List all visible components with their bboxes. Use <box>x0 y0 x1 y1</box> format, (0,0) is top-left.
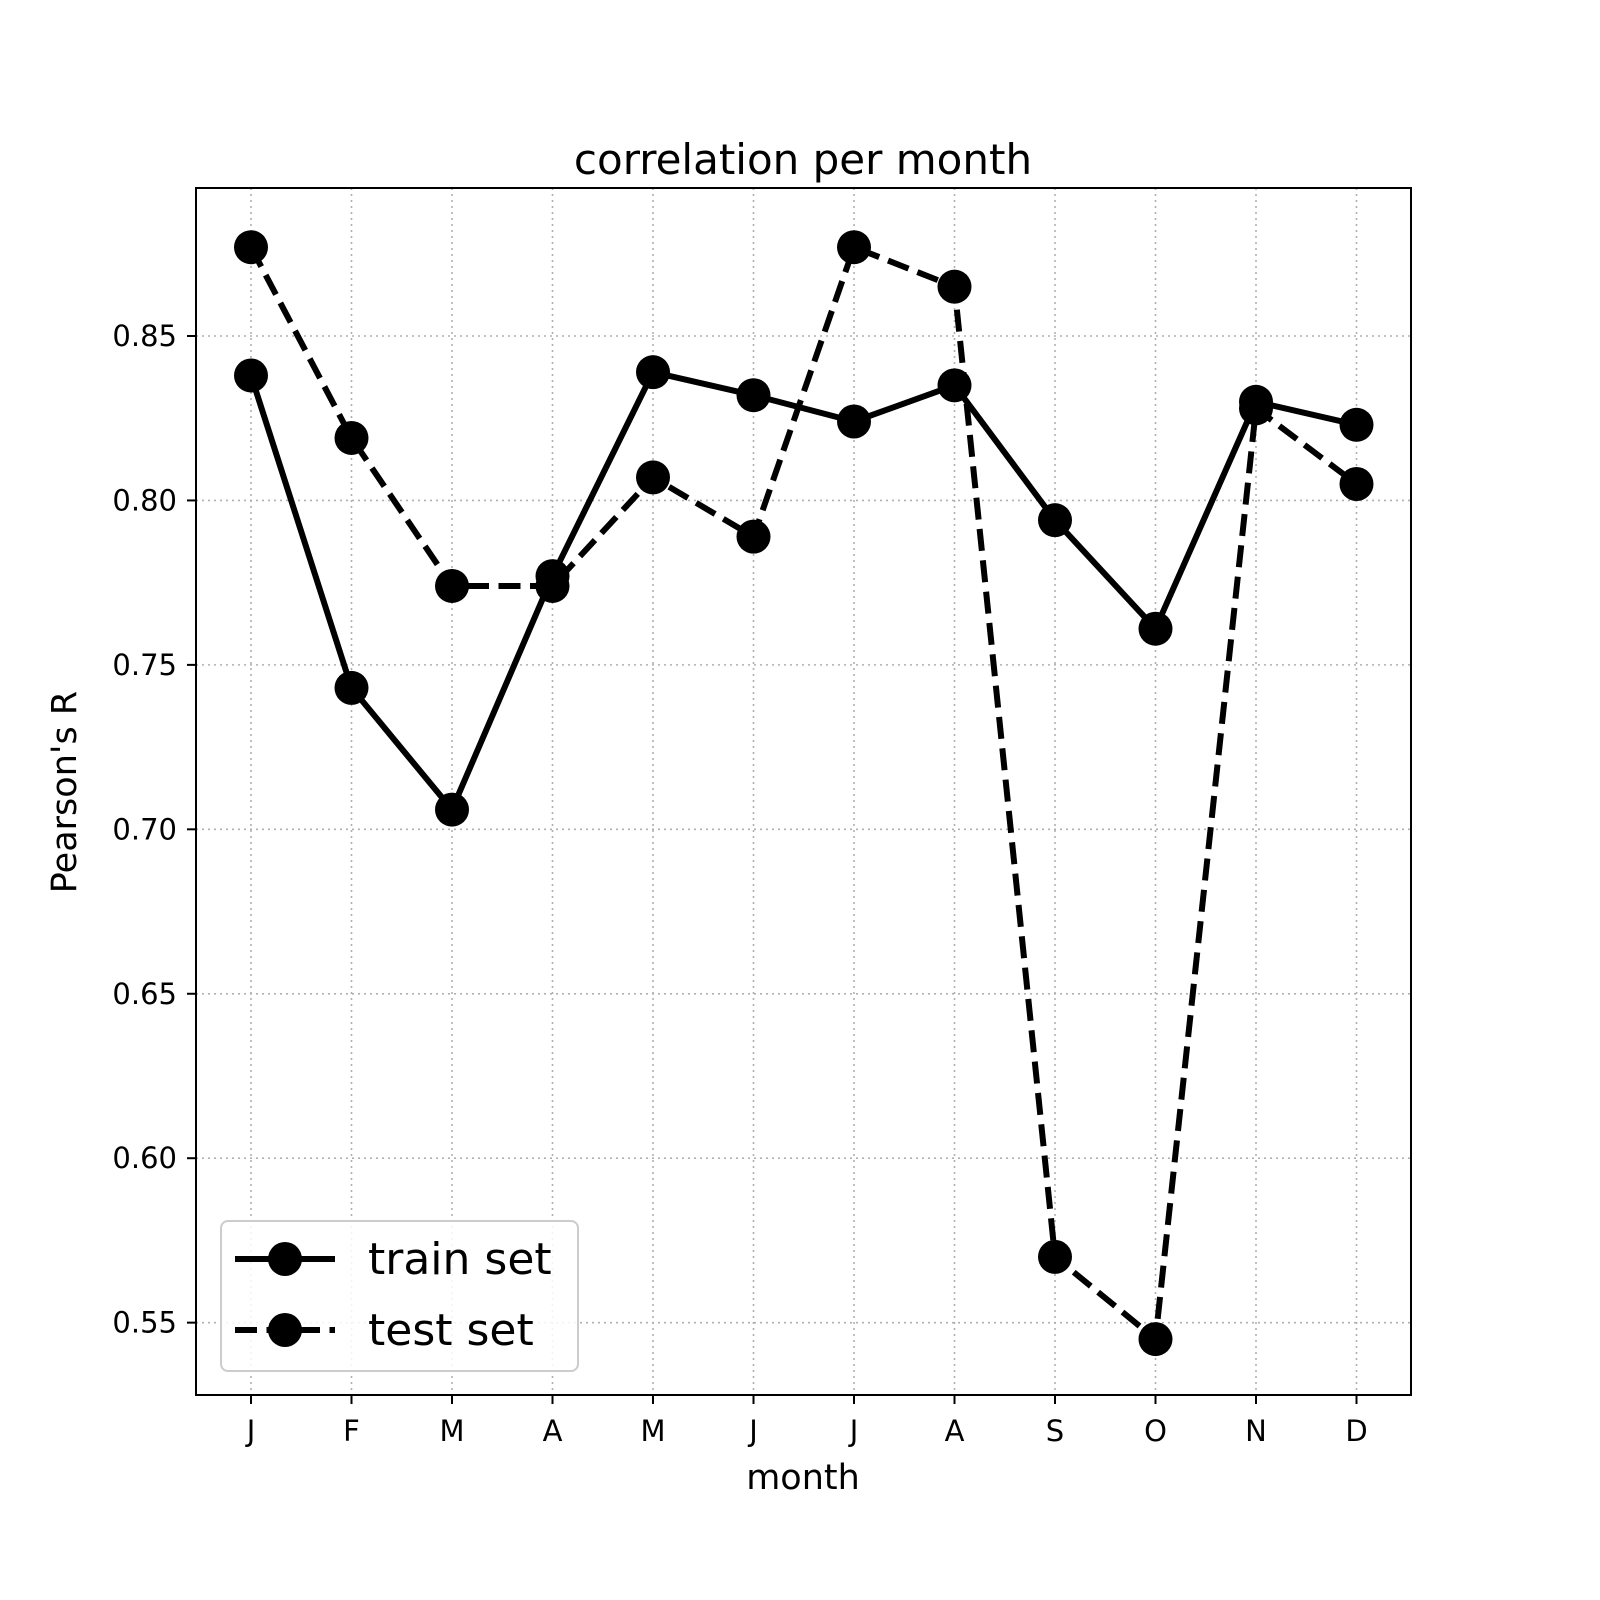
legend: train set test set <box>220 1220 579 1372</box>
data-point <box>234 230 268 265</box>
y-axis-label: Pearson's R <box>45 691 85 893</box>
series-train-set <box>234 355 1374 827</box>
legend-label: train set <box>368 1234 552 1285</box>
data-point <box>736 378 771 413</box>
data-point <box>1138 1322 1173 1357</box>
chart-title: correlation per month <box>574 135 1032 184</box>
y-tick-label: 0.80 <box>112 483 177 517</box>
x-axis-label: month <box>746 1458 860 1498</box>
legend-label: test set <box>368 1305 534 1356</box>
x-tick-label: A <box>543 1414 563 1448</box>
data-point <box>636 460 670 495</box>
x-tick-label: M <box>640 1414 665 1448</box>
data-point <box>837 404 871 439</box>
y-tick-label: 0.70 <box>112 812 177 846</box>
x-tick-label: O <box>1144 1414 1167 1448</box>
x-tick-label: D <box>1345 1414 1367 1448</box>
x-tick-label: N <box>1245 1414 1267 1448</box>
series-line-test-set <box>248 244 1359 1343</box>
legend-marker <box>268 1242 302 1276</box>
x-tick-label: S <box>1046 1414 1064 1448</box>
data-point <box>1339 466 1374 501</box>
data-point <box>1038 1239 1072 1274</box>
data-point <box>1138 611 1173 646</box>
data-point <box>535 559 570 594</box>
legend-marker <box>268 1313 302 1347</box>
y-axis: 0.55 0.60 0.65 0.70 0.75 0.80 0.85 <box>112 319 196 1340</box>
data-point <box>636 355 670 390</box>
y-tick-label: 0.75 <box>112 648 177 682</box>
data-point <box>435 792 469 827</box>
data-point <box>736 519 771 554</box>
data-point <box>234 358 268 393</box>
x-tick-label: F <box>343 1414 360 1448</box>
x-tick-label: J <box>747 1414 758 1448</box>
data-point <box>334 420 369 455</box>
series-layer <box>234 230 1374 1357</box>
plot-frame <box>195 187 1412 1396</box>
y-tick-label: 0.65 <box>112 977 177 1011</box>
data-point <box>435 568 469 603</box>
data-point <box>334 670 369 705</box>
x-tick-label: J <box>848 1414 859 1448</box>
data-point <box>937 368 972 403</box>
data-point <box>937 269 972 304</box>
data-point <box>1038 503 1072 538</box>
data-point <box>1339 407 1374 442</box>
grid <box>196 188 1411 1395</box>
y-tick-label: 0.85 <box>112 319 177 353</box>
x-tick-label: A <box>945 1414 965 1448</box>
data-point <box>837 230 871 265</box>
y-tick-label: 0.55 <box>112 1306 177 1340</box>
series-line-train-set <box>248 369 1358 813</box>
y-tick-label: 0.60 <box>112 1141 177 1175</box>
x-tick-label: J <box>245 1414 256 1448</box>
x-tick-label: M <box>439 1414 464 1448</box>
data-point <box>1239 384 1273 419</box>
